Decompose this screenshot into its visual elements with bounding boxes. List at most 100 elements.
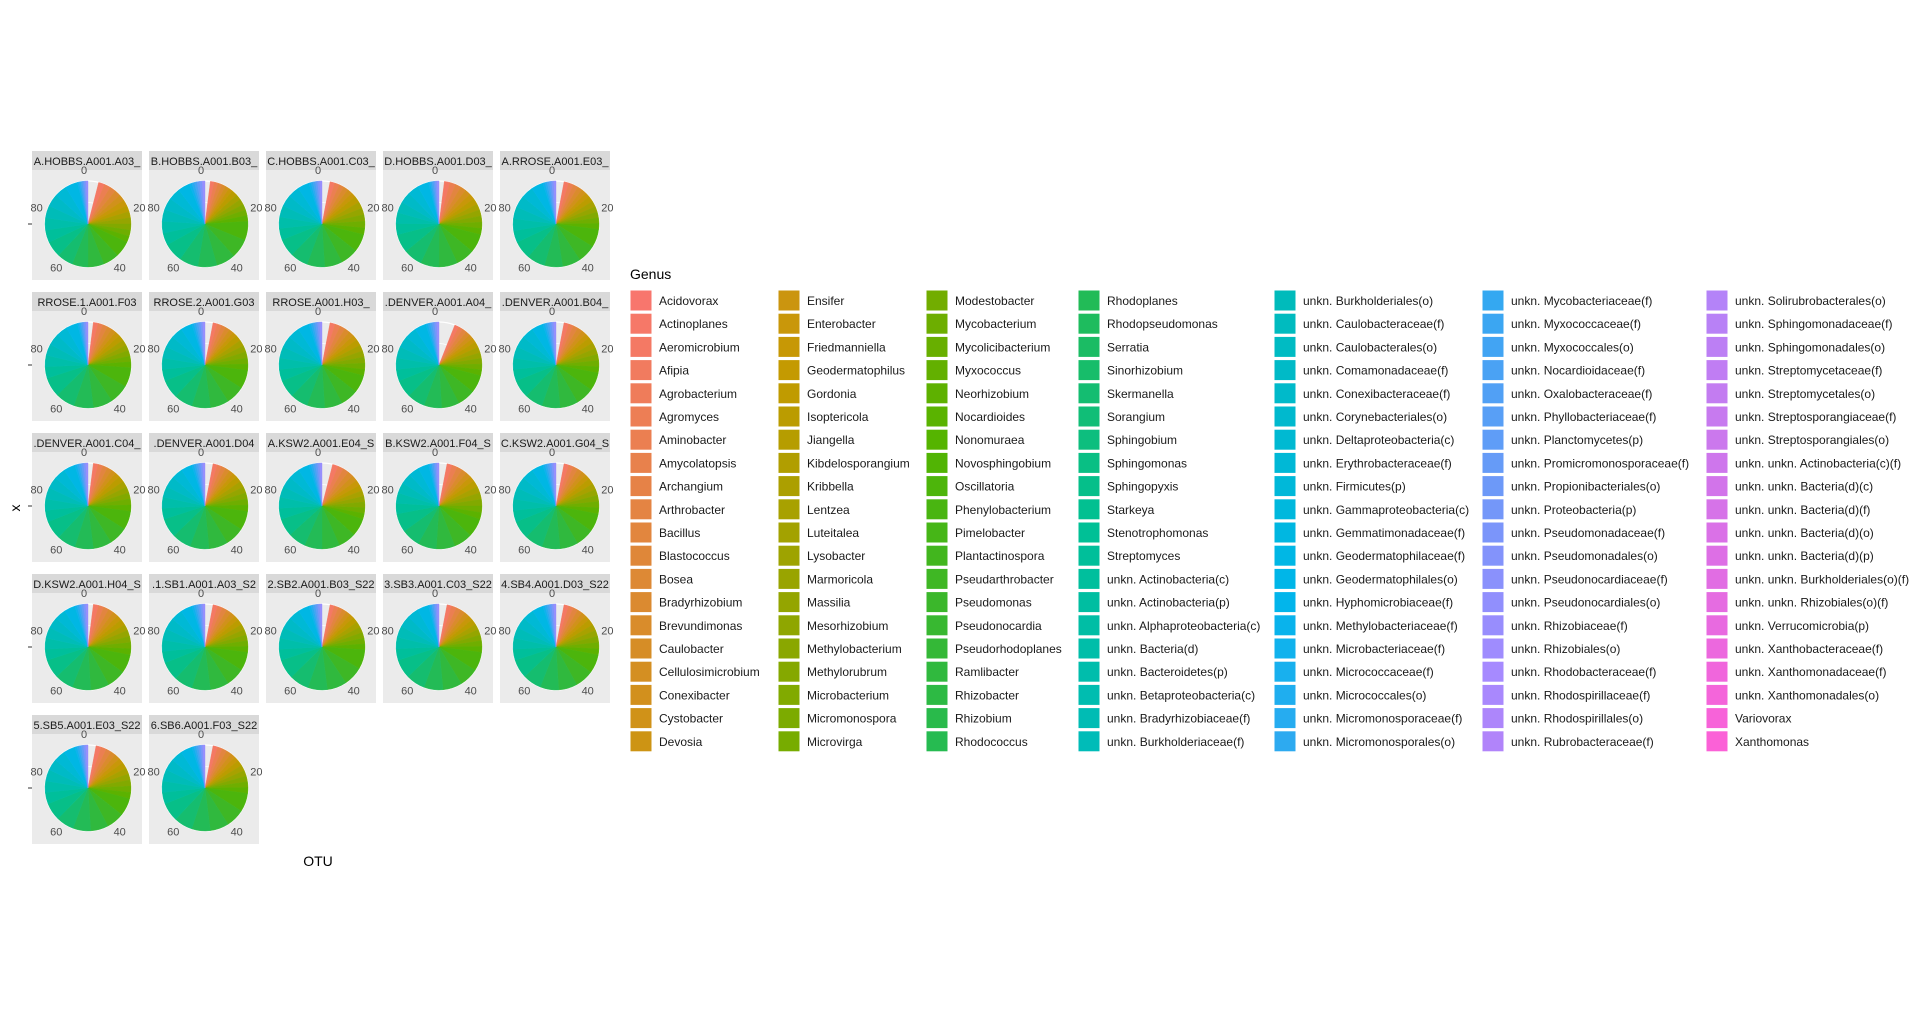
legend-label: Stenotrophomonas — [1107, 526, 1208, 540]
legend-label: Starkeya — [1107, 503, 1155, 517]
theta-tick-label: 40 — [465, 545, 477, 557]
genus-legend: Acidovorax Actinoplanes Aeromicrobium Afipi… — [629, 289, 1909, 753]
legend-label: unkn. Microbacteriaceae(f) — [1303, 642, 1445, 656]
legend-key — [629, 498, 653, 521]
legend-label: unkn. Betaproteobacteria(c) — [1107, 688, 1255, 702]
theta-tick-label: 20 — [133, 484, 145, 496]
legend-key — [1273, 359, 1297, 382]
legend-key — [777, 382, 801, 405]
legend-label: Nonomuraea — [955, 433, 1025, 447]
theta-tick-label: 60 — [167, 827, 179, 839]
theta-tick-label: 80 — [498, 202, 510, 214]
theta-tick-label: 40 — [348, 545, 360, 557]
legend-key — [629, 591, 653, 614]
facet-panel: D.HOBBS.A001.D03_0 20 40 60 80 — [381, 151, 497, 280]
facet-strip — [149, 433, 259, 452]
legend-key — [777, 335, 801, 358]
theta-tick-label: 60 — [518, 686, 530, 698]
theta-tick-label: 60 — [284, 545, 296, 557]
legend-label: Rhodopseudomonas — [1107, 317, 1218, 331]
legend-key — [629, 730, 653, 753]
legend-key — [1481, 312, 1505, 335]
legend-key — [1273, 335, 1297, 358]
legend-key — [1705, 359, 1729, 382]
legend-key — [629, 312, 653, 335]
legend-label: unkn. Actinobacteria(c) — [1107, 572, 1229, 586]
legend-key — [1705, 451, 1729, 474]
legend-key — [777, 521, 801, 544]
legend-key — [1705, 637, 1729, 660]
legend-key — [1481, 428, 1505, 451]
facet-strip-label: .DENVER.A001.B04_ — [502, 297, 609, 309]
legend-key — [1273, 730, 1297, 753]
legend-label: unkn. Gammaproteobacteria(c) — [1303, 503, 1469, 517]
legend-label: Massilia — [807, 596, 851, 610]
legend-label: Agromyces — [659, 410, 719, 424]
legend-label: Streptomyces — [1107, 549, 1180, 563]
legend-key — [1077, 660, 1101, 683]
theta-tick-label: 0 — [81, 306, 87, 318]
theta-tick-label: 80 — [147, 625, 159, 637]
legend-label: unkn. Rubrobacteraceae(f) — [1511, 735, 1654, 749]
pie-wedge — [436, 603, 440, 648]
legend-title: Genus — [630, 266, 671, 282]
theta-tick-label: 60 — [167, 686, 179, 698]
facet-strip-label: D.KSW2.A001.H04_S — [33, 579, 141, 591]
theta-tick-label: 20 — [133, 343, 145, 355]
facet-strip — [383, 151, 493, 170]
theta-tick-label: 20 — [484, 625, 496, 637]
legend-key — [1705, 683, 1729, 706]
legend-key — [925, 451, 949, 474]
legend-key — [1481, 382, 1505, 405]
facet-strip — [149, 151, 259, 170]
theta-tick-label: 80 — [30, 766, 42, 778]
theta-tick-label: 40 — [465, 686, 477, 698]
theta-tick-label: 20 — [133, 625, 145, 637]
legend-key — [1077, 428, 1101, 451]
legend-label: Rhodoplanes — [1107, 294, 1178, 308]
legend-label: unkn. Streptomycetales(o) — [1735, 387, 1875, 401]
legend-label: Cystobacter — [659, 712, 723, 726]
legend-label: Aminobacter — [659, 433, 726, 447]
theta-tick-label: 60 — [50, 263, 62, 275]
legend-label: unkn. Caulobacterales(o) — [1303, 340, 1437, 354]
legend-label: Lysobacter — [807, 549, 865, 563]
legend-key — [1273, 660, 1297, 683]
theta-tick-label: 80 — [30, 484, 42, 496]
legend-label: Agrobacterium — [659, 387, 737, 401]
facet-panel: RROSE.A001.H03_0 20 40 60 80 — [264, 292, 380, 421]
facet-strip — [32, 715, 142, 734]
theta-tick-label: 60 — [518, 545, 530, 557]
theta-tick-label: 0 — [81, 165, 87, 177]
theta-tick-label: 0 — [198, 306, 204, 318]
facet-panel: B.KSW2.A001.F04_S0 20 40 60 80 — [381, 433, 497, 562]
legend-key — [1705, 707, 1729, 730]
theta-tick-label: 60 — [167, 545, 179, 557]
facet-strip — [500, 292, 610, 311]
legend-label: Sphingopyxis — [1107, 480, 1178, 494]
pie-wedge — [85, 180, 89, 225]
legend-label: Bacillus — [659, 526, 700, 540]
theta-tick-label: 80 — [147, 484, 159, 496]
legend-key — [629, 707, 653, 730]
theta-tick-label: 0 — [198, 588, 204, 600]
facet-strip-label: C.KSW2.A001.G04_S — [501, 438, 609, 450]
legend-label: Actinoplanes — [659, 317, 728, 331]
facet-strip-label: RROSE.2.A001.G03 — [154, 297, 255, 309]
facet-strip-label: A.KSW2.A001.E04_S — [268, 438, 374, 450]
legend-label: unkn. Rhodospirillaceae(f) — [1511, 688, 1650, 702]
legend-label: unkn. unkn. Bacteria(d)(c) — [1735, 480, 1873, 494]
legend-key — [1481, 614, 1505, 637]
theta-tick-label: 60 — [284, 404, 296, 416]
theta-tick-label: 20 — [133, 766, 145, 778]
legend-key — [925, 544, 949, 567]
legend-key — [925, 359, 949, 382]
legend-key — [629, 544, 653, 567]
theta-tick-label: 40 — [114, 827, 126, 839]
theta-tick-label: 40 — [582, 263, 594, 275]
theta-tick-label: 60 — [50, 404, 62, 416]
facet-strip — [32, 433, 142, 452]
